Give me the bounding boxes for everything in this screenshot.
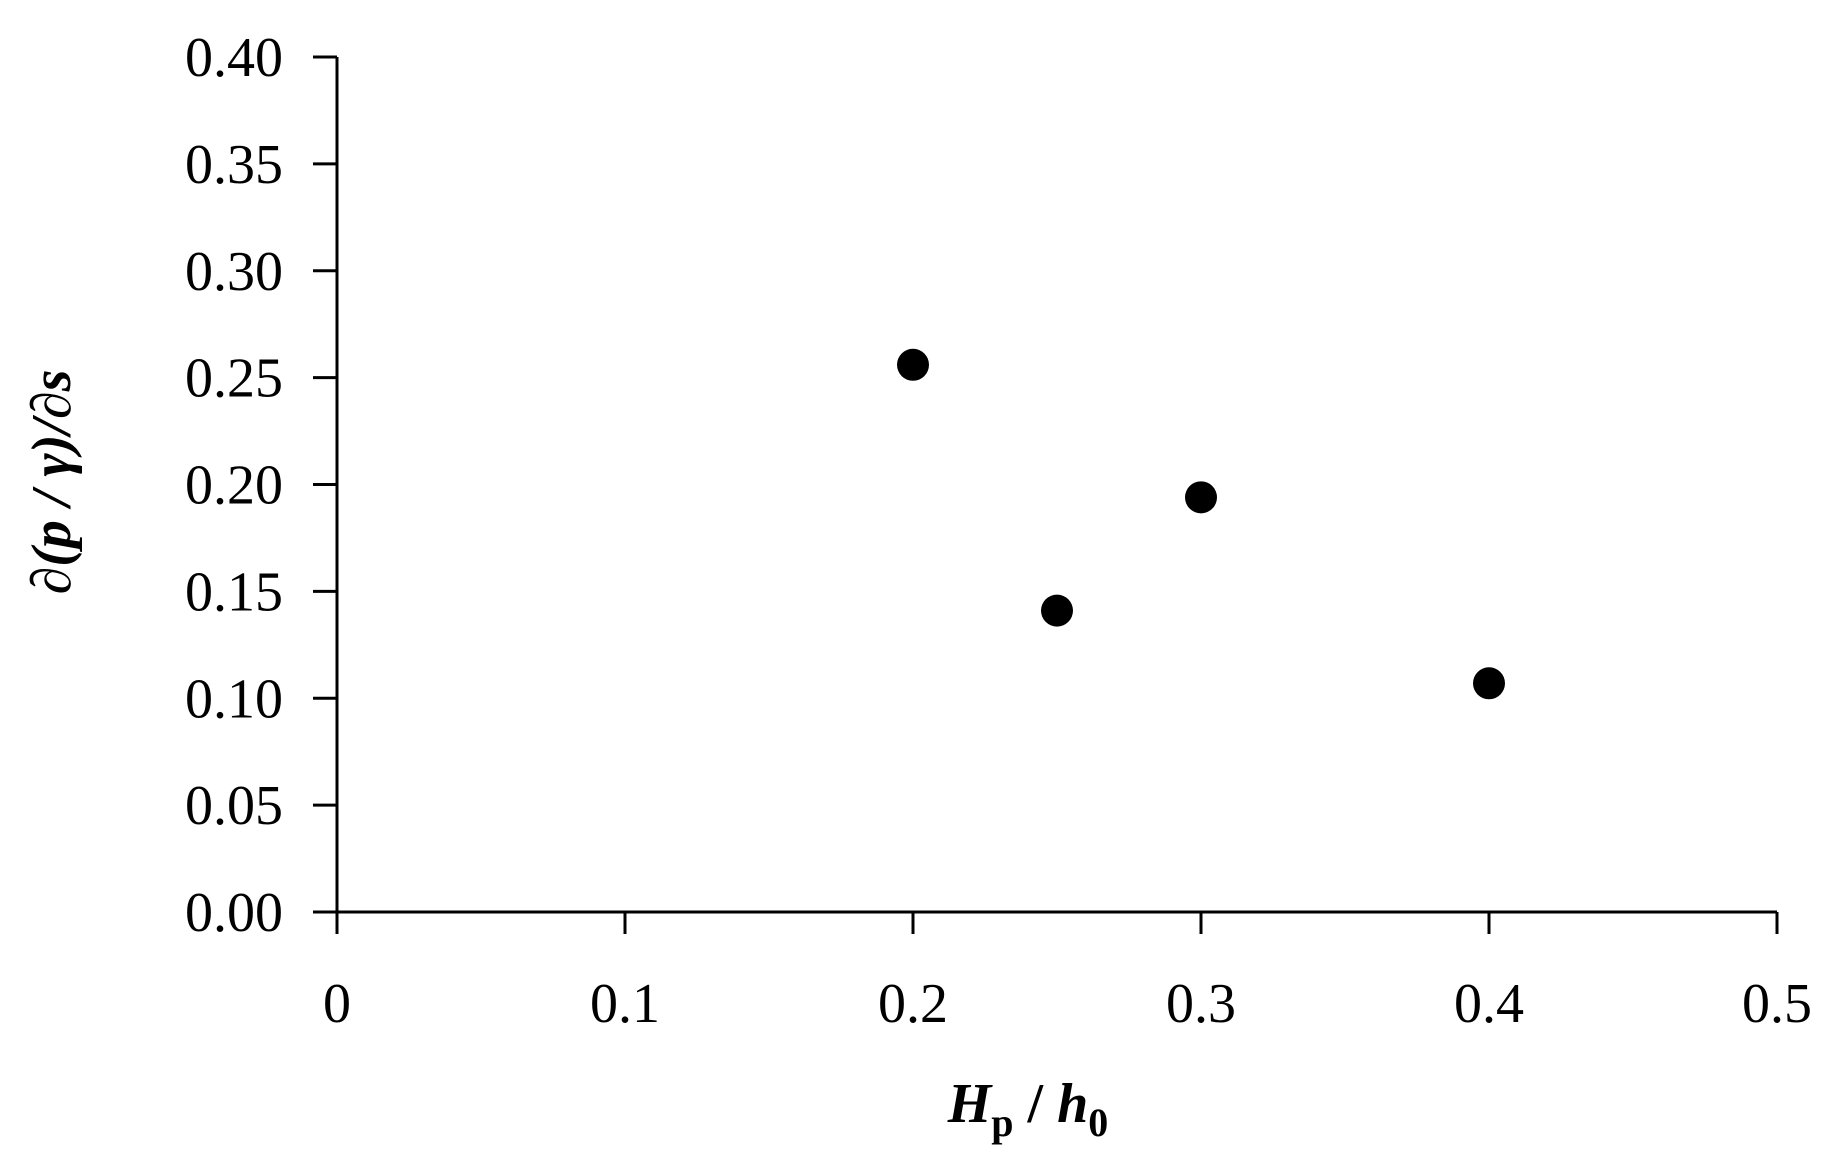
data-point: [1185, 481, 1217, 514]
data-point: [1041, 594, 1073, 627]
y-tick-label: 0.05: [185, 775, 283, 837]
data-point: [897, 348, 929, 381]
y-tick-label: 0.10: [185, 668, 283, 730]
y-tick-label: 0.35: [185, 134, 283, 196]
data-point: [1473, 667, 1505, 700]
x-axis-title-denom: h: [1057, 1073, 1088, 1135]
x-tick-label: 0.4: [1454, 973, 1524, 1035]
x-axis-title-sep: /: [1014, 1073, 1058, 1135]
y-tick-label: 0.40: [185, 27, 283, 89]
y-tick-label: 0.15: [185, 561, 283, 623]
y-tick-label: 0.25: [185, 348, 283, 410]
x-axis-title-main-sub: p: [991, 1100, 1013, 1145]
x-tick-label: 0.3: [1166, 973, 1236, 1035]
x-tick-label: 0.5: [1742, 973, 1812, 1035]
data-points: [897, 348, 1505, 700]
x-axis-title: Hp / h0: [947, 1073, 1109, 1145]
x-tick-label: 0.2: [878, 973, 948, 1035]
x-axis-title-denom-sub: 0: [1088, 1100, 1108, 1145]
y-tick-label: 0.00: [185, 882, 283, 944]
x-tick-label: 0: [323, 973, 351, 1035]
y-axis: 0.00 0.05 0.10 0.15 0.20 0.25 0.30 0.35 0.40: [185, 27, 339, 944]
x-axis-title-main: H: [947, 1073, 993, 1135]
x-axis: 0 0.1 0.2 0.3 0.4 0.5: [313, 910, 1812, 1035]
y-axis-title: ∂(p / γ)/∂s: [21, 370, 83, 595]
y-tick-label: 0.30: [185, 241, 283, 303]
y-tick-label: 0.20: [185, 455, 283, 517]
x-tick-label: 0.1: [590, 973, 660, 1035]
